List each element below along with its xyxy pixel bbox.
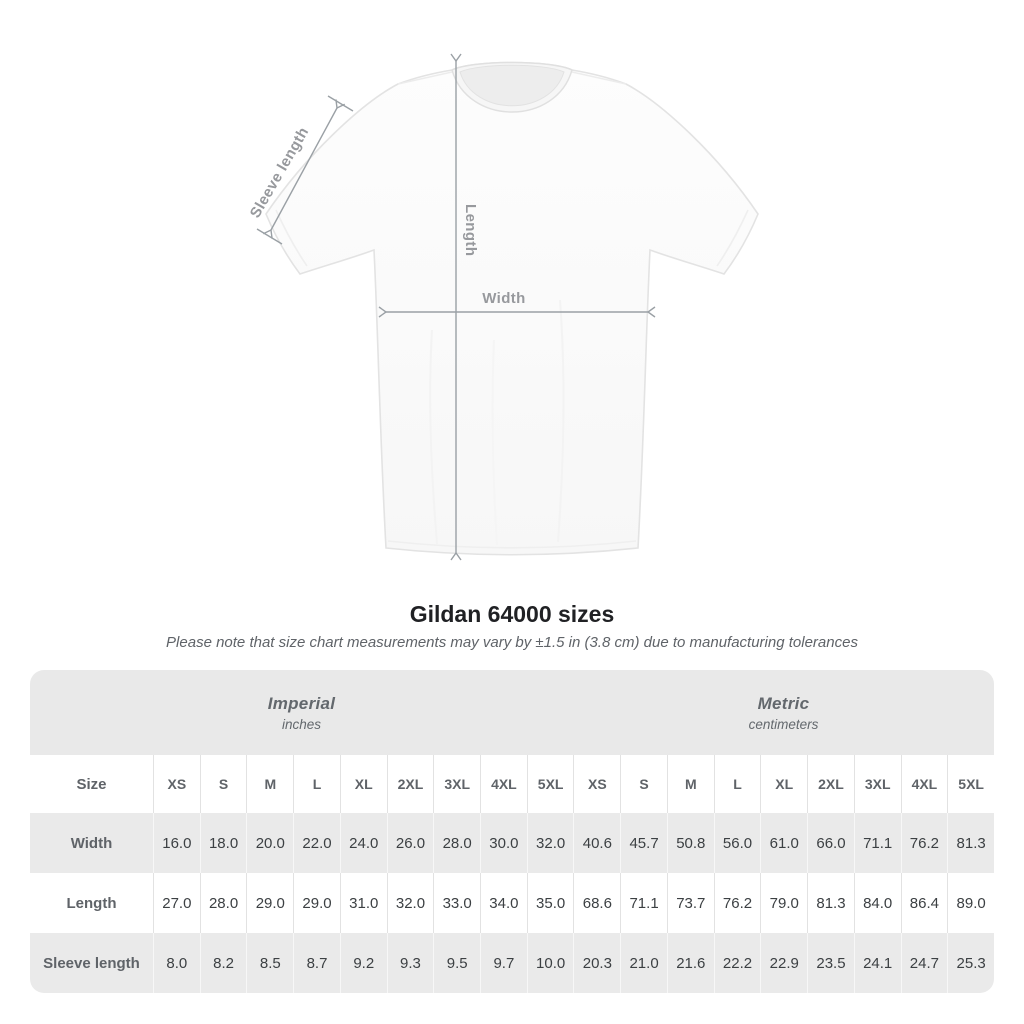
size-header-metric: M — [666, 755, 714, 813]
measurement-value-metric: 24.7 — [900, 933, 948, 993]
measurement-value-imperial: 20.0 — [246, 813, 294, 873]
measurement-value-metric: 21.6 — [666, 933, 714, 993]
measurement-value-metric: 20.3 — [573, 933, 621, 993]
imperial-unit: inches — [281, 716, 322, 732]
size-header-imperial: XS — [153, 755, 200, 813]
size-header-imperial: 4XL — [480, 755, 527, 813]
measurement-value-imperial: 28.0 — [199, 873, 247, 933]
measurement-value-metric: 81.3 — [807, 873, 854, 933]
size-header-metric: XL — [760, 755, 808, 813]
measurement-value-imperial: 28.0 — [433, 813, 481, 873]
imperial-group-header: Imperial inches — [30, 670, 573, 755]
measurement-value-metric: 22.9 — [760, 933, 808, 993]
measurement-value-imperial: 10.0 — [526, 933, 574, 993]
measurement-value-imperial: 22.0 — [293, 813, 340, 873]
imperial-label: Imperial — [267, 693, 336, 713]
measurement-value-imperial: 16.0 — [153, 813, 200, 873]
measurement-value-imperial: 31.0 — [339, 873, 387, 933]
size-header-imperial: 3XL — [433, 755, 481, 813]
measurement-value-metric: 21.0 — [620, 933, 667, 993]
size-chart-card: Imperial inches Metric centimeters Size X… — [30, 670, 994, 993]
measurement-value-metric: 24.1 — [853, 933, 901, 993]
length-dimension-label: Length — [462, 204, 479, 256]
row-label: Width — [30, 813, 153, 873]
row-label: Length — [30, 873, 153, 933]
metric-group-header: Metric centimeters — [573, 670, 994, 755]
size-header-metric: L — [713, 755, 761, 813]
measurement-value-metric: 84.0 — [853, 873, 901, 933]
size-header-metric: 2XL — [807, 755, 854, 813]
measurement-value-imperial: 18.0 — [199, 813, 247, 873]
size-header-imperial: 2XL — [386, 755, 434, 813]
measurement-value-metric: 66.0 — [807, 813, 854, 873]
measurement-value-imperial: 8.2 — [199, 933, 247, 993]
measurement-value-metric: 40.6 — [573, 813, 621, 873]
measurement-value-metric: 89.0 — [947, 873, 994, 933]
tolerance-note: Please note that size chart measurements… — [166, 634, 858, 651]
measurement-value-imperial: 26.0 — [386, 813, 434, 873]
size-header-metric: 4XL — [900, 755, 948, 813]
measurement-value-imperial: 9.5 — [433, 933, 481, 993]
sleeve-dimension-arrow — [262, 99, 346, 239]
measurement-value-imperial: 9.3 — [386, 933, 434, 993]
metric-unit: centimeters — [748, 716, 819, 732]
size-header-metric: 3XL — [853, 755, 901, 813]
size-header-imperial: XL — [339, 755, 387, 813]
measurement-value-metric: 23.5 — [807, 933, 854, 993]
width-dimension-label: Width — [482, 290, 526, 307]
sleeve-extension-tick-top — [327, 95, 354, 112]
measurement-value-imperial: 8.0 — [153, 933, 200, 993]
measurement-value-imperial: 29.0 — [246, 873, 294, 933]
measurement-value-imperial: 29.0 — [293, 873, 340, 933]
measurement-value-metric: 45.7 — [620, 813, 667, 873]
measurement-value-imperial: 34.0 — [480, 873, 527, 933]
size-header-metric: 5XL — [947, 755, 994, 813]
measurement-value-imperial: 33.0 — [433, 873, 481, 933]
tshirt-shape — [265, 61, 759, 556]
measurement-value-metric: 76.2 — [713, 873, 761, 933]
product-diagram: Width Length Sleeve length — [247, 53, 759, 561]
row-label: Sleeve length — [30, 933, 153, 993]
measurement-value-imperial: 30.0 — [480, 813, 527, 873]
size-header-imperial: M — [246, 755, 294, 813]
measurement-value-imperial: 9.2 — [339, 933, 387, 993]
size-header-imperial: 5XL — [526, 755, 574, 813]
measurement-value-metric: 61.0 — [760, 813, 808, 873]
unit-header-band: Imperial inches Metric centimeters — [30, 670, 994, 755]
measurement-value-imperial: 8.7 — [293, 933, 340, 993]
measurement-value-metric: 73.7 — [666, 873, 714, 933]
size-header-imperial: L — [293, 755, 340, 813]
measurement-value-metric: 81.3 — [947, 813, 994, 873]
size-header-imperial: S — [199, 755, 247, 813]
measurement-value-metric: 86.4 — [900, 873, 948, 933]
size-table-grid: Size XS S M L XL 2XL 3XL 4XL 5XL XS S M L XL 2XL 3XL 4XL 5… — [30, 755, 994, 993]
measurement-value-imperial: 32.0 — [386, 873, 434, 933]
metric-label: Metric — [757, 693, 810, 713]
sleeve-extension-tick-bottom — [256, 228, 283, 245]
tshirt-collar — [451, 61, 573, 113]
size-header-metric: S — [620, 755, 667, 813]
measurement-value-metric: 25.3 — [947, 933, 994, 993]
measurement-value-imperial: 35.0 — [526, 873, 574, 933]
page-title: Gildan 64000 sizes — [409, 601, 615, 627]
measurement-value-imperial: 32.0 — [526, 813, 574, 873]
measurement-value-metric: 50.8 — [666, 813, 714, 873]
tshirt-illustration: Width Length Sleeve length — [247, 53, 759, 561]
measurement-value-metric: 22.2 — [713, 933, 761, 993]
measurement-value-metric: 71.1 — [853, 813, 901, 873]
size-column-header: Size — [30, 755, 153, 813]
measurement-value-imperial: 27.0 — [153, 873, 200, 933]
measurement-value-imperial: 9.7 — [480, 933, 527, 993]
measurement-value-metric: 76.2 — [900, 813, 948, 873]
measurement-value-imperial: 8.5 — [246, 933, 294, 993]
measurement-value-metric: 79.0 — [760, 873, 808, 933]
size-header-metric: XS — [573, 755, 621, 813]
measurement-value-imperial: 24.0 — [339, 813, 387, 873]
measurement-value-metric: 68.6 — [573, 873, 621, 933]
measurement-value-metric: 71.1 — [620, 873, 667, 933]
measurement-value-metric: 56.0 — [713, 813, 761, 873]
